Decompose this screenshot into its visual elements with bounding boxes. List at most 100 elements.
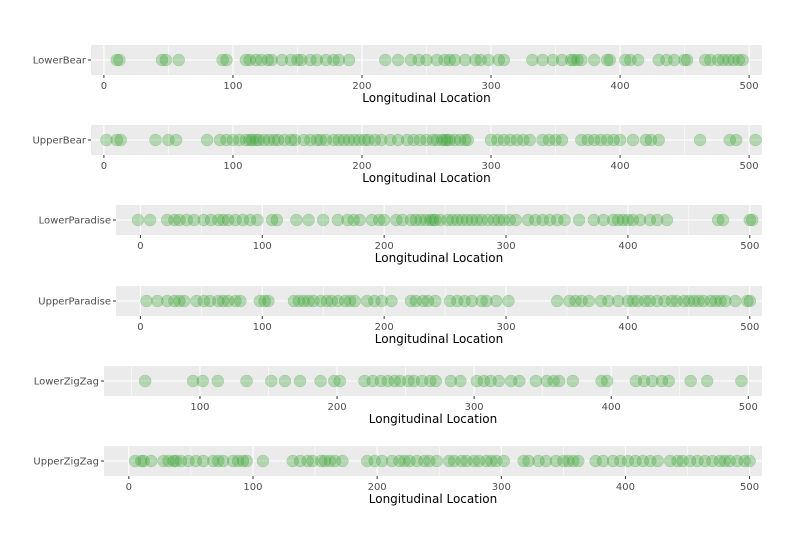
data-point xyxy=(271,133,285,147)
data-point xyxy=(419,213,432,227)
x-tick-label: 200 xyxy=(327,402,346,413)
data-point xyxy=(240,454,254,468)
data-point xyxy=(381,374,395,388)
data-point xyxy=(414,213,427,227)
data-point xyxy=(621,213,635,227)
data-point xyxy=(374,374,388,388)
data-point xyxy=(503,213,516,227)
data-point xyxy=(633,213,647,227)
y-category-label: LowerParadise xyxy=(39,216,111,227)
x-tick-label: 100 xyxy=(253,241,272,252)
data-point xyxy=(458,133,472,147)
data-point xyxy=(114,133,127,147)
data-point xyxy=(540,374,554,388)
data-point xyxy=(261,53,275,67)
data-point xyxy=(234,294,247,308)
facet-panel-lowerbear: LowerBear 0 100 200 300 400 500 Longitudinal Lo… xyxy=(33,45,762,105)
data-point xyxy=(470,213,484,227)
data-point xyxy=(472,454,486,468)
data-point xyxy=(100,133,113,147)
data-point xyxy=(267,133,281,147)
data-point xyxy=(618,53,632,67)
data-point xyxy=(307,294,320,308)
data-point xyxy=(253,294,267,308)
data-point xyxy=(651,454,664,468)
x-tick-label: 500 xyxy=(739,402,758,413)
x-tick-label: 0 xyxy=(137,241,143,252)
data-point xyxy=(236,454,250,468)
data-point xyxy=(327,53,340,67)
x-tick-label: 300 xyxy=(496,241,515,252)
data-point xyxy=(603,53,616,67)
data-point xyxy=(231,454,245,468)
x-axis-title: Longitudinal Location xyxy=(375,251,504,265)
data-point xyxy=(555,133,569,147)
x-tick-label: 200 xyxy=(375,241,394,252)
data-point xyxy=(555,53,569,67)
data-point xyxy=(140,294,153,308)
x-tick-label: 100 xyxy=(223,81,242,92)
data-point xyxy=(562,454,575,468)
data-point xyxy=(504,374,518,388)
data-point xyxy=(482,53,495,67)
data-point xyxy=(287,294,301,308)
data-point xyxy=(652,133,666,147)
data-point xyxy=(711,53,725,67)
y-category-label: UpperZigZag xyxy=(33,457,99,468)
data-point xyxy=(396,213,409,227)
data-point xyxy=(155,53,169,67)
x-tick-label: 400 xyxy=(611,161,630,172)
data-point xyxy=(319,53,333,67)
x-tick-label: 400 xyxy=(611,81,630,92)
data-point xyxy=(517,133,530,147)
data-point xyxy=(398,454,411,468)
data-point xyxy=(446,213,459,227)
data-point xyxy=(448,53,462,67)
data-point xyxy=(429,374,442,388)
data-point xyxy=(650,294,664,308)
data-point xyxy=(203,294,217,308)
data-point xyxy=(360,454,374,468)
data-point xyxy=(729,133,743,147)
data-point xyxy=(240,374,253,388)
data-point xyxy=(304,133,317,147)
data-point xyxy=(220,53,233,67)
data-point xyxy=(336,454,349,468)
data-point xyxy=(629,374,643,388)
data-point xyxy=(216,53,229,67)
data-point xyxy=(172,53,185,67)
data-point xyxy=(438,53,451,67)
data-point xyxy=(325,294,338,308)
data-point xyxy=(420,133,433,147)
x-tick-label: 300 xyxy=(492,482,511,493)
data-point xyxy=(204,213,218,227)
data-point xyxy=(402,374,415,388)
data-point xyxy=(433,213,447,227)
facet-panel-upperzigzag: UpperZigZag 0 100 200 300 400 500 Longitudinal … xyxy=(33,446,762,506)
x-tick-label: 400 xyxy=(618,322,637,333)
data-point xyxy=(365,213,379,227)
data-point xyxy=(410,454,424,468)
data-point xyxy=(600,53,614,67)
data-point xyxy=(393,454,406,468)
data-point xyxy=(743,213,757,227)
data-point xyxy=(295,53,308,67)
data-point xyxy=(529,213,542,227)
data-point xyxy=(668,53,681,67)
data-point xyxy=(646,374,659,388)
data-point xyxy=(631,53,645,67)
data-point xyxy=(212,294,225,308)
facet-panel-upperparadise: UpperParadise 0 100 200 300 400 500 Longitudina… xyxy=(38,286,762,346)
data-point xyxy=(251,213,264,227)
data-point xyxy=(536,53,549,67)
data-point xyxy=(626,133,640,147)
data-point xyxy=(441,213,454,227)
data-point xyxy=(265,53,278,67)
data-point xyxy=(607,213,620,227)
data-point xyxy=(249,133,263,147)
data-point xyxy=(497,53,511,67)
data-point xyxy=(110,133,124,147)
y-category-label: LowerZigZag xyxy=(34,377,99,388)
data-point xyxy=(638,294,652,308)
data-point xyxy=(196,374,209,388)
